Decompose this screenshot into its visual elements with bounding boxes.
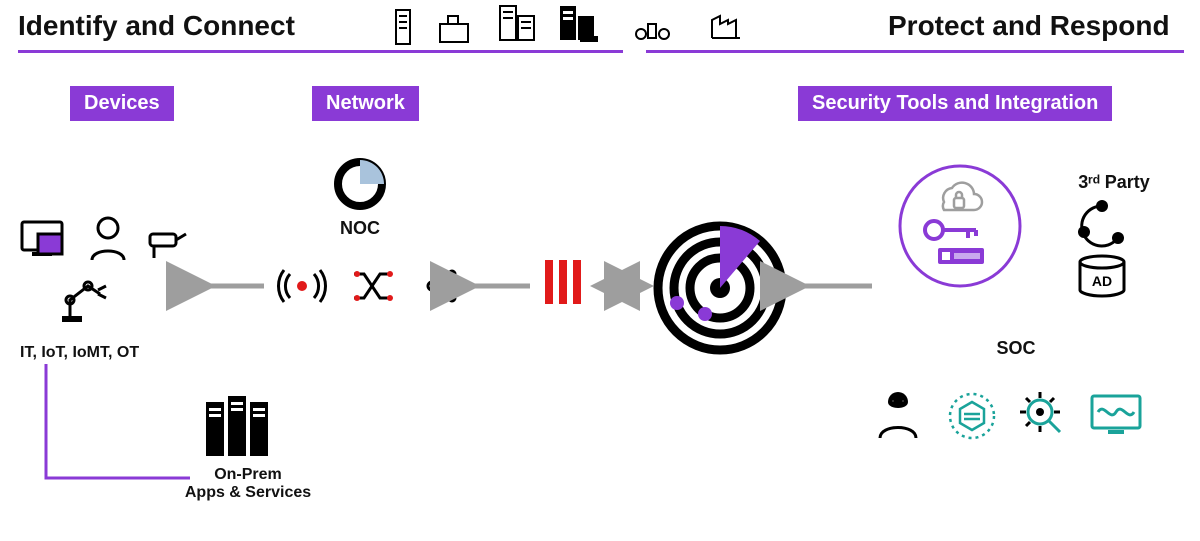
arrows-layer: [0, 0, 1200, 541]
diagram-canvas: { "type": "infographic", "canvas": { "w"…: [0, 0, 1200, 541]
